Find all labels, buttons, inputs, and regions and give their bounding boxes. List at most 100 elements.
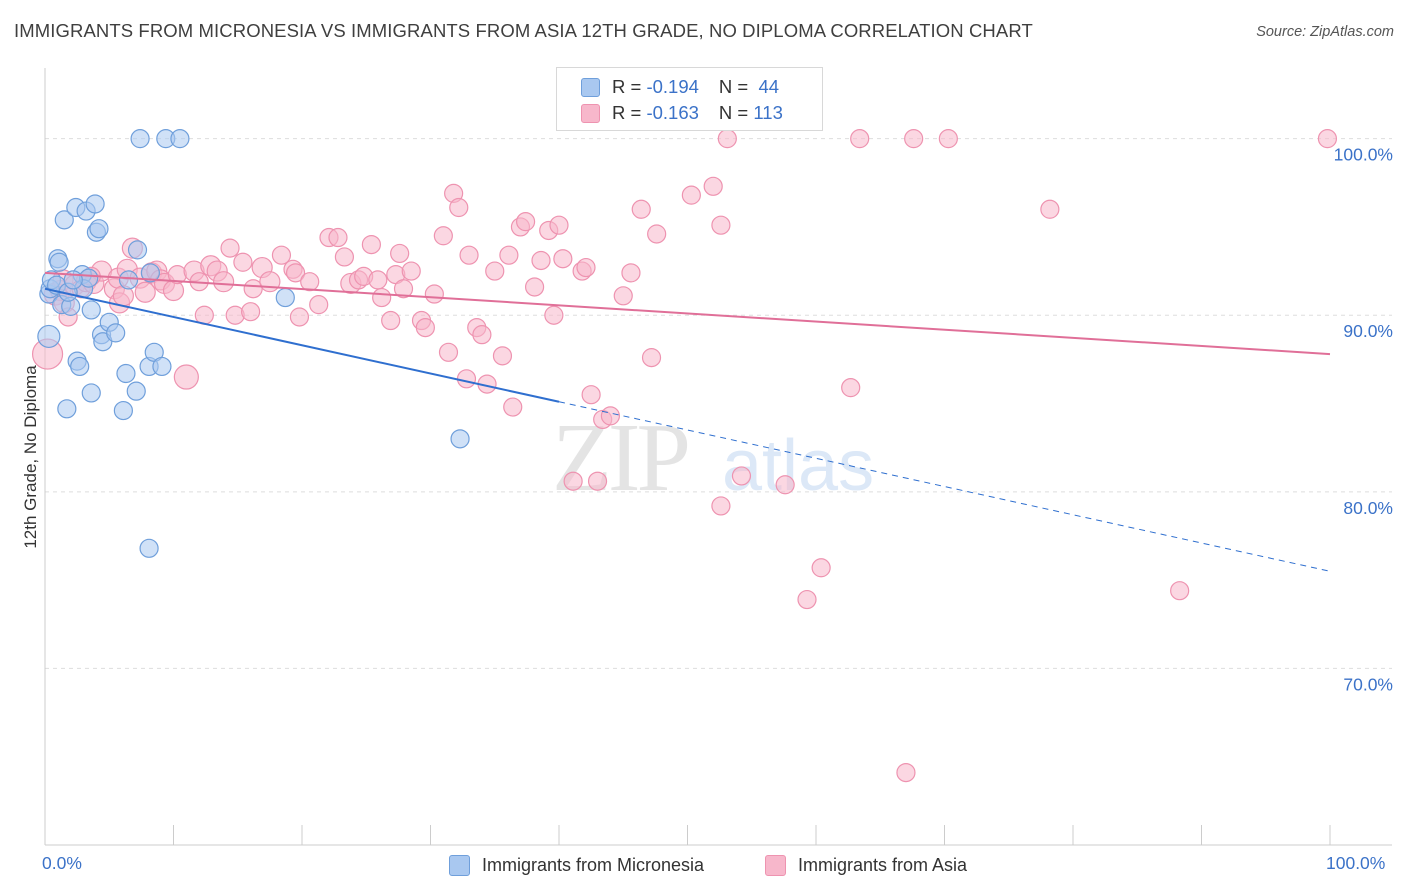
y-tick-label: 70.0% — [1343, 674, 1393, 694]
asia-point — [381, 310, 401, 331]
asia-point — [456, 369, 477, 389]
asia-point — [449, 197, 469, 218]
asia-point — [647, 224, 667, 244]
micronesia-point — [450, 429, 470, 449]
asia-point — [401, 261, 421, 281]
chart-title: IMMIGRANTS FROM MICRONESIA VS IMMIGRANTS… — [14, 20, 1033, 41]
legend-row-asia: R = -0.163 N = 113 — [581, 101, 783, 125]
micronesia-point — [54, 210, 74, 230]
asia-point — [938, 129, 958, 149]
micronesia-point — [139, 538, 159, 558]
micronesia-point — [118, 270, 139, 290]
x-tick-label-max: 100.0% — [1326, 853, 1386, 873]
asia-point — [775, 475, 795, 495]
legend-n-label: N = — [718, 102, 749, 123]
asia-point — [600, 406, 621, 426]
watermark-zip: ZIP — [552, 404, 687, 512]
asia-point — [811, 558, 831, 578]
legend-r-label: R = — [612, 76, 642, 97]
source-label: Source: ZipAtlas.com — [1256, 24, 1394, 40]
bottom-legend-label-micronesia: Immigrants from Micronesia — [482, 854, 705, 875]
micronesia-point — [57, 399, 77, 419]
asia-point — [334, 247, 355, 267]
asia-point — [553, 249, 573, 269]
asia-point — [233, 252, 253, 272]
asia-point — [631, 199, 651, 219]
legend-n-value: 44 — [758, 76, 780, 97]
series-micronesia — [37, 129, 470, 558]
asia-point — [220, 238, 240, 258]
bottom-legend-micronesia: Immigrants from Micronesia — [449, 852, 704, 878]
asia-point — [613, 286, 633, 306]
asia-point — [587, 471, 608, 491]
asia-point — [415, 317, 435, 338]
y-tick-label: 80.0% — [1343, 498, 1393, 518]
asia-point — [424, 284, 444, 304]
asia-point — [515, 212, 536, 232]
legend-n-value: 113 — [753, 102, 783, 123]
y-tick-label: 90.0% — [1343, 321, 1393, 341]
bottom-legend-label-asia: Immigrants from Asia — [798, 854, 968, 875]
asia-point — [581, 385, 601, 405]
bottom-legend-asia: Immigrants from Asia — [765, 852, 967, 878]
asia-point — [213, 271, 235, 293]
asia-point — [372, 287, 392, 308]
legend: R = -0.194 N = 44 R = -0.163 N = 113 — [556, 67, 823, 131]
trend-line-asia — [44, 271, 1331, 356]
y-tick-label: 100.0% — [1334, 145, 1393, 165]
asia-point — [576, 257, 596, 278]
asia-point — [703, 176, 723, 196]
asia-point — [1317, 129, 1338, 149]
micronesia-point — [126, 381, 146, 401]
asia-point — [438, 342, 459, 362]
asia-point — [492, 346, 513, 366]
micronesia-point — [116, 363, 136, 384]
micronesia-point — [130, 129, 150, 149]
asia-point — [485, 261, 505, 281]
asia-point — [289, 307, 310, 327]
asia-point — [896, 762, 916, 783]
asia-point — [433, 226, 453, 246]
micronesia-point — [106, 323, 126, 343]
asia-point — [503, 397, 523, 417]
asia-point — [393, 279, 414, 299]
asia-point — [472, 325, 492, 345]
asia-point — [563, 471, 583, 491]
asia-point — [717, 129, 737, 149]
micronesia-point — [37, 324, 61, 349]
asia-point — [499, 245, 519, 265]
micronesia-point — [170, 129, 190, 149]
asia-point — [549, 215, 569, 235]
asia-point — [259, 271, 281, 293]
micronesia-point — [49, 252, 69, 272]
asia-point — [711, 215, 731, 235]
asia-point — [544, 305, 564, 325]
axes — [44, 68, 1392, 846]
legend-r-label: R = — [612, 102, 642, 123]
micronesia-point — [81, 300, 101, 320]
micronesia-point — [81, 383, 101, 403]
y-tick-labels: 70.0% 80.0% 90.0% 100.0% — [1334, 145, 1393, 695]
y-axis-label: 12th Grade, No Diploma — [21, 365, 40, 549]
asia-point — [134, 281, 156, 303]
x-tick-label-min: 0.0% — [42, 853, 82, 873]
asia-point — [531, 250, 551, 271]
asia-point — [459, 245, 479, 265]
trend-line-micronesia — [44, 287, 560, 403]
asia-point — [731, 466, 752, 486]
asia-point — [1040, 199, 1060, 219]
asia-point — [361, 234, 381, 255]
legend-r-value: -0.194 — [646, 76, 699, 97]
asia-point — [309, 295, 329, 315]
watermark: ZIP atlas — [552, 404, 874, 512]
asia-point — [621, 263, 641, 283]
bottom-legend-swatch-asia — [765, 854, 786, 876]
bottom-legend-swatch-micronesia — [449, 854, 470, 876]
asia-point — [797, 589, 817, 610]
legend-r-value: -0.163 — [646, 102, 699, 123]
asia-point — [285, 263, 306, 283]
asia-point — [173, 364, 199, 390]
asia-point — [904, 129, 924, 149]
legend-swatch-micronesia — [581, 77, 600, 97]
asia-point — [390, 243, 410, 264]
